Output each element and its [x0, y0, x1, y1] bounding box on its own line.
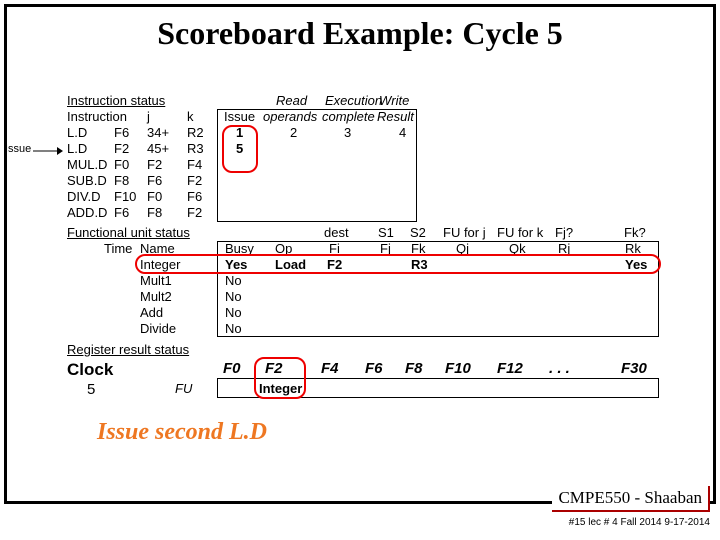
- section-fu-status: Functional unit status: [67, 225, 190, 240]
- th-j: j: [147, 109, 150, 124]
- instr-cell: F6: [114, 205, 129, 220]
- issue-arrow-label: Issue: [5, 143, 31, 155]
- instr-cell: F8: [147, 205, 162, 220]
- instr-cell: F0: [147, 189, 162, 204]
- instr-cell: MUL.D: [67, 157, 107, 172]
- th-write: Write: [379, 93, 409, 108]
- reg-header: F12: [497, 360, 523, 377]
- instr-cell: F2: [187, 205, 202, 220]
- instr-cell: 34+: [147, 125, 169, 140]
- th-k: k: [187, 109, 194, 124]
- instr-cell: F8: [114, 173, 129, 188]
- slide-title: Scoreboard Example: Cycle 5: [7, 15, 713, 52]
- instr-cell: R2: [187, 125, 204, 140]
- fu-th-s2: S2: [410, 225, 426, 240]
- fu-th-fkq: Fk?: [624, 225, 646, 240]
- page-note: #15 lec # 4 Fall 2014 9-17-2014: [569, 517, 710, 528]
- th-read: Read: [276, 93, 307, 108]
- section-instruction-status: Instruction status: [67, 93, 165, 108]
- instr-cell: F6: [114, 125, 129, 140]
- fu-row-label: FU: [175, 381, 192, 396]
- fu-th-dest: dest: [324, 225, 349, 240]
- reg-header: F10: [445, 360, 471, 377]
- reg-header: F6: [365, 360, 383, 377]
- instr-cell: F6: [147, 173, 162, 188]
- f2-callout: [254, 357, 306, 399]
- fu-th-fuk: FU for k: [497, 225, 543, 240]
- fu-cell: Divide: [140, 321, 176, 336]
- issue-arrow-icon: [33, 147, 63, 155]
- instr-cell: L.D: [67, 125, 87, 140]
- fu-integer-callout: [135, 254, 661, 274]
- course-label: CMPE550 - Shaaban: [558, 488, 702, 507]
- instr-cell: F2: [187, 173, 202, 188]
- fu-cell: Mult2: [140, 289, 172, 304]
- instr-cell: F2: [147, 157, 162, 172]
- fu-th-fuj: FU for j: [443, 225, 486, 240]
- th-execution: Execution: [325, 93, 382, 108]
- footnote: Issue second L.D: [97, 419, 267, 446]
- fu-cell: Mult1: [140, 273, 172, 288]
- th-instruction: Instruction: [67, 109, 127, 124]
- fu-th-fjq: Fj?: [555, 225, 573, 240]
- reg-header: F8: [405, 360, 423, 377]
- instr-cell: ADD.D: [67, 205, 107, 220]
- section-reg-status: Register result status: [67, 342, 189, 357]
- fu-th-s1: S1: [378, 225, 394, 240]
- fu-th-time: Time: [104, 241, 132, 256]
- instr-cell: F0: [114, 157, 129, 172]
- reg-header: . . .: [549, 360, 570, 377]
- instr-cell: SUB.D: [67, 173, 107, 188]
- reg-header: F30: [621, 360, 647, 377]
- fu-cell: Add: [140, 305, 163, 320]
- instr-cell: F6: [187, 189, 202, 204]
- clock-value: 5: [87, 381, 95, 398]
- instr-cell: F4: [187, 157, 202, 172]
- instr-cell: F10: [114, 189, 136, 204]
- reg-header: F4: [321, 360, 339, 377]
- instr-cell: F2: [114, 141, 129, 156]
- instr-cell: R3: [187, 141, 204, 156]
- instr-cell: L.D: [67, 141, 87, 156]
- issue-callout: [222, 125, 258, 173]
- slide-frame: Scoreboard Example: Cycle 5 Issue Instru…: [4, 4, 716, 504]
- instr-cell: 45+: [147, 141, 169, 156]
- course-footer: CMPE550 - Shaaban: [552, 486, 710, 512]
- reg-header: F0: [223, 360, 241, 377]
- instr-cell: DIV.D: [67, 189, 100, 204]
- clock-label: Clock: [67, 360, 113, 380]
